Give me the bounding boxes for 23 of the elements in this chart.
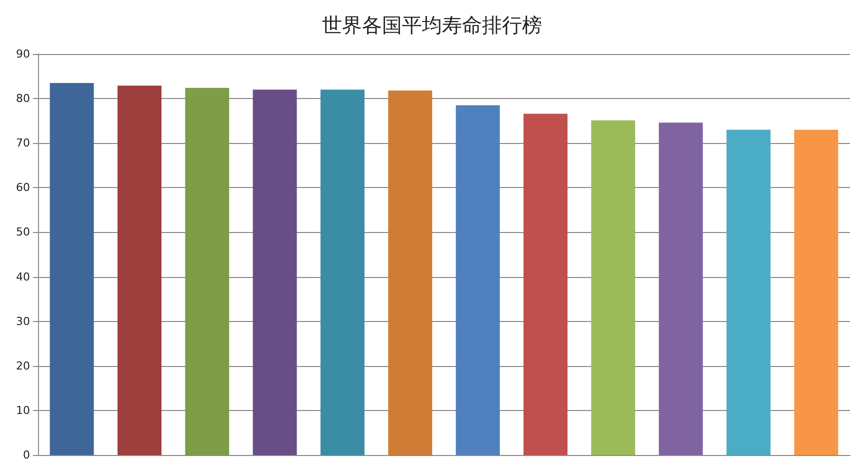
bar [252, 90, 297, 455]
bar [456, 105, 500, 455]
y-tick-label: 70 [16, 136, 30, 150]
chart-title: 世界各国平均寿命排行榜 [322, 13, 542, 37]
y-tick-label: 30 [16, 314, 30, 328]
y-tick-label: 50 [16, 226, 30, 239]
bar [794, 130, 838, 455]
bar [50, 82, 94, 455]
y-tick-label: 80 [16, 92, 30, 106]
bar [524, 114, 568, 455]
bar [388, 90, 432, 455]
bar [658, 122, 703, 455]
y-tick-label: 10 [16, 404, 30, 417]
bar [320, 90, 364, 455]
y-tick-label: 60 [16, 181, 30, 194]
y-tick-label: 40 [16, 270, 30, 284]
y-tick-label: 20 [16, 359, 30, 372]
bar [726, 130, 770, 455]
bar [591, 120, 636, 455]
bar [118, 86, 162, 455]
y-tick-label: 90 [16, 48, 30, 60]
bar [185, 88, 230, 455]
y-tick-label: 0 [23, 448, 30, 462]
